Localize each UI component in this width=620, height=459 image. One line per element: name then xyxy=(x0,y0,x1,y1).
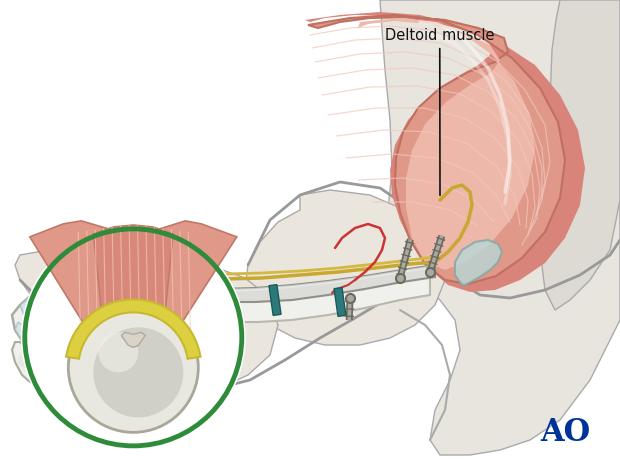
Polygon shape xyxy=(380,0,620,455)
Polygon shape xyxy=(334,288,346,316)
Polygon shape xyxy=(80,268,430,322)
Polygon shape xyxy=(455,240,502,285)
Polygon shape xyxy=(112,265,435,292)
Circle shape xyxy=(99,332,138,372)
Polygon shape xyxy=(308,15,565,284)
Polygon shape xyxy=(30,221,135,342)
Polygon shape xyxy=(15,322,55,360)
Polygon shape xyxy=(305,12,585,292)
Polygon shape xyxy=(33,295,88,344)
Polygon shape xyxy=(269,285,281,315)
Polygon shape xyxy=(20,283,72,318)
Polygon shape xyxy=(540,0,620,310)
Polygon shape xyxy=(66,299,200,359)
Circle shape xyxy=(21,225,246,450)
Polygon shape xyxy=(112,265,435,302)
Circle shape xyxy=(42,304,78,340)
Polygon shape xyxy=(93,225,174,342)
Polygon shape xyxy=(135,221,237,342)
Polygon shape xyxy=(166,275,178,307)
Circle shape xyxy=(68,302,198,432)
Circle shape xyxy=(18,352,34,368)
Polygon shape xyxy=(152,268,430,297)
Polygon shape xyxy=(12,342,40,382)
Polygon shape xyxy=(216,280,228,311)
Text: Deltoid muscle: Deltoid muscle xyxy=(385,28,495,195)
Polygon shape xyxy=(12,278,118,360)
Circle shape xyxy=(93,327,184,417)
Polygon shape xyxy=(245,190,445,345)
Polygon shape xyxy=(122,332,145,347)
Polygon shape xyxy=(358,18,535,270)
Polygon shape xyxy=(112,308,155,341)
Polygon shape xyxy=(15,248,278,392)
Text: AO: AO xyxy=(540,416,590,448)
